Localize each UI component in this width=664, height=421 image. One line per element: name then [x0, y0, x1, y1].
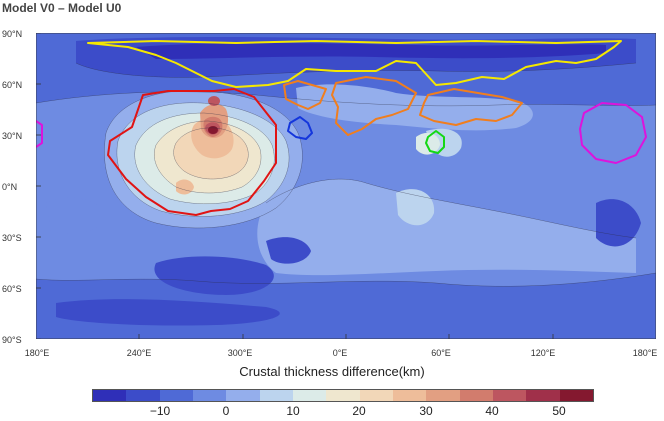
colorbar-swatch	[459, 390, 493, 401]
colorbar-title: Crustal thickness difference(km)	[239, 364, 425, 379]
colorbar-swatch	[359, 390, 393, 401]
colorbar-swatch	[93, 390, 127, 401]
magenta-outline-east	[579, 102, 647, 164]
yellow-outline	[87, 40, 622, 88]
colorbar-tick: 0	[222, 404, 230, 418]
colorbar-swatch	[159, 390, 193, 401]
crustal-thickness-map	[36, 33, 656, 339]
colorbar-swatch	[192, 390, 227, 401]
map-title: Model V0 – Model U0	[2, 1, 122, 15]
contour-fill	[36, 33, 656, 339]
colorbar-tick: 10	[286, 404, 300, 418]
colorbar-tick: −10	[149, 404, 171, 418]
lat-label-0n: 0°N	[2, 182, 18, 192]
colorbar-swatch	[292, 390, 327, 401]
colorbar-tick: 20	[352, 404, 366, 418]
colorbar-swatch	[426, 390, 460, 401]
colorbar-swatch	[492, 390, 527, 401]
lon-label-120e: 120°E	[530, 348, 556, 358]
lat-label-90n: 90°N	[2, 29, 23, 39]
lon-label-240e: 240°E	[126, 348, 152, 358]
colorbar-swatch	[226, 390, 260, 401]
lat-label-30n: 30°N	[2, 131, 23, 141]
colorbar-swatch	[326, 390, 360, 401]
colorbar-swatch	[259, 390, 293, 401]
colorbar-swatch	[126, 390, 160, 401]
colorbar-tick: 50	[552, 404, 566, 418]
red-outline	[107, 88, 277, 216]
region-outlines	[36, 40, 647, 216]
lon-label-60e: 60°E	[431, 348, 451, 358]
colorbar-swatch	[526, 390, 560, 401]
colorbar-swatch	[559, 390, 593, 401]
lat-label-30s: 30°S	[2, 233, 22, 243]
orange-outline-center	[331, 76, 417, 136]
orange-outline-west	[283, 80, 327, 110]
lon-label-0e: 0°E	[332, 348, 348, 358]
lat-label-60n: 60°N	[2, 80, 23, 90]
green-outline	[425, 130, 445, 154]
lat-label-60s: 60°S	[2, 284, 22, 294]
colorbar-tick: 30	[419, 404, 433, 418]
colorbar-tick: 40	[485, 404, 499, 418]
orange-outline-east	[419, 88, 523, 126]
lon-label-180e-left: 180°E	[24, 348, 50, 358]
magenta-outline-west	[36, 120, 43, 148]
colorbar-swatch	[392, 390, 427, 401]
lon-label-300e: 300°E	[227, 348, 253, 358]
blue-outline	[287, 116, 313, 140]
map-frame-ticks	[36, 33, 656, 339]
lat-label-90s: 90°S	[2, 335, 22, 345]
lon-label-180e-right: 180°E	[632, 348, 658, 358]
colorbar	[92, 389, 594, 402]
